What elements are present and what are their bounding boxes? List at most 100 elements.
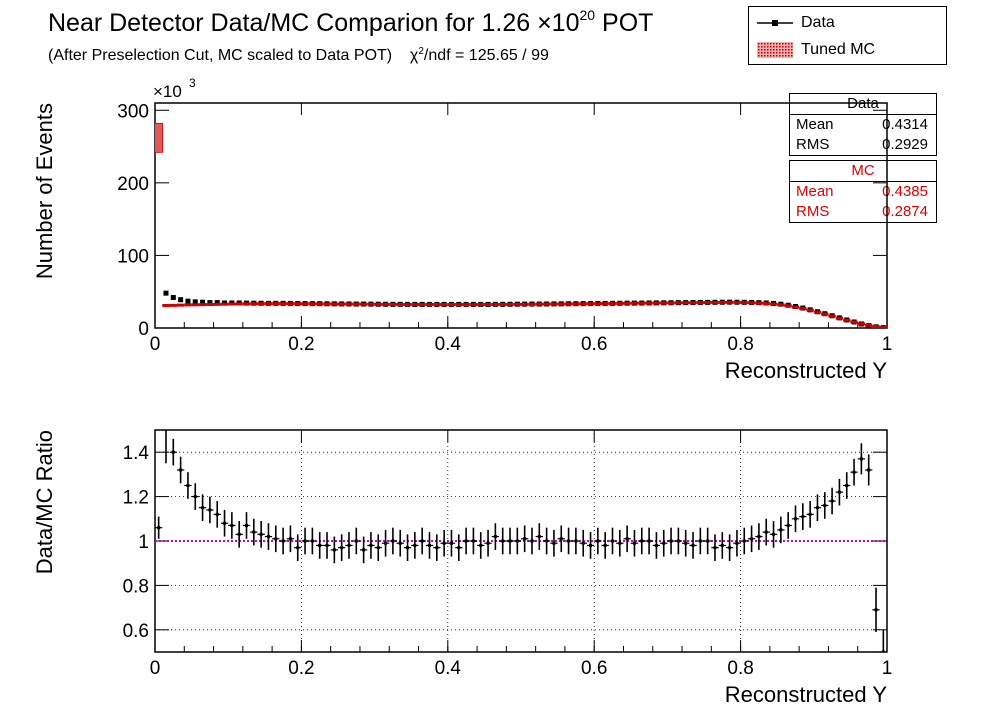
mc-point (550, 302, 558, 306)
mc-point (784, 304, 792, 308)
title-exponent: 20 (579, 7, 596, 23)
data-point (815, 506, 819, 510)
data-point (310, 539, 314, 543)
mc-point (418, 303, 426, 307)
y-tick-label: 1.2 (123, 488, 149, 509)
top-plot: 0 0.2 0.4 0.6 0.8 1 0 100 200 300 Reconstructed Y N… (32, 76, 892, 383)
stats-mc-rms-label: RMS (796, 203, 830, 220)
mc-point (755, 301, 763, 305)
mc-point (616, 301, 624, 305)
data-point (881, 650, 885, 652)
y-axis-label: Data/MC Ratio (32, 430, 57, 574)
mc-point (213, 302, 221, 306)
mc-point (813, 310, 822, 314)
mc-point (206, 302, 214, 306)
mc-point (301, 302, 309, 306)
stats-data-mean-label: Mean (796, 116, 834, 133)
data-point (435, 546, 439, 550)
mc-point (594, 302, 602, 306)
data-point (376, 546, 380, 550)
mc-point (572, 302, 580, 306)
data-point (208, 508, 212, 512)
mc-point (447, 303, 456, 307)
mc-point (806, 308, 814, 312)
data-point (823, 503, 827, 507)
x-tick-label: 0.2 (288, 658, 314, 679)
y-multiplier-exponent: 3 (189, 76, 196, 90)
mc-point (228, 302, 236, 306)
mc-point (769, 302, 778, 306)
title-suffix: POT (595, 9, 654, 37)
mc-point (499, 302, 507, 306)
mc-point (198, 303, 207, 307)
mc-point (345, 302, 353, 306)
mc-point (513, 302, 521, 306)
mc-point (725, 300, 734, 304)
data-point (471, 539, 475, 543)
data-point (706, 539, 710, 543)
data-point (442, 541, 446, 545)
data-point (288, 537, 292, 541)
data-point (728, 546, 732, 550)
data-point (207, 300, 213, 306)
chart-title: Near Detector Data/MC Comparion for 1.26… (48, 7, 654, 41)
data-point (384, 541, 388, 545)
mc-point (821, 312, 829, 316)
mc-point (660, 301, 668, 305)
plot-frame (154, 102, 888, 329)
data-point (647, 539, 651, 543)
data-point (157, 526, 161, 530)
mc-point (455, 303, 463, 307)
legend-entry-data: Data (749, 10, 946, 36)
mc-point (674, 301, 683, 305)
x-tick-label: 0.6 (581, 334, 607, 355)
mc-point (711, 300, 719, 304)
legend: Data Tuned MC (748, 6, 947, 65)
data-point (589, 543, 593, 547)
y-axis-label: Number of Events (32, 103, 57, 279)
data-point (413, 543, 417, 547)
data-point (574, 539, 578, 543)
mc-point (264, 302, 273, 306)
mc-point (323, 302, 331, 306)
mc-point (799, 307, 807, 311)
mc-point (579, 302, 587, 306)
data-point (406, 546, 410, 550)
mc-point (169, 303, 177, 307)
mc-point (440, 303, 448, 307)
mc-point (777, 303, 785, 307)
mc-point (865, 323, 873, 327)
data-point (237, 532, 241, 536)
stats-mc-mean-value: 0.4385 (882, 183, 928, 200)
series-data (156, 129, 886, 328)
data-point (501, 539, 505, 543)
mc-point (257, 302, 265, 306)
mc-point (308, 302, 317, 306)
mc-point (294, 302, 302, 306)
mc-point (843, 318, 851, 322)
mc-point (381, 302, 390, 306)
x-tick-label: 0.8 (727, 658, 753, 679)
mc-point (704, 301, 712, 305)
mc-point (411, 303, 419, 307)
data-point (303, 539, 307, 543)
subtitle-cut-text: (After Preselection Cut, MC scaled to Da… (48, 47, 393, 64)
y-tick-label: 0 (138, 319, 149, 340)
mc-point (272, 302, 280, 306)
data-point (186, 484, 190, 487)
x-tick-label: 1 (882, 334, 893, 355)
data-point (603, 543, 607, 547)
y-tick-label: 200 (117, 174, 149, 195)
stats-data-rms-row: RMS 0.2929 (790, 135, 936, 155)
mc-point (689, 301, 697, 305)
mc-point (667, 301, 675, 305)
data-point (654, 543, 658, 547)
x-tick-label: 0 (150, 658, 161, 679)
x-tick-label: 1 (882, 658, 893, 679)
data-point (757, 535, 761, 539)
data-point (786, 523, 790, 527)
stats-data-mean-row: Mean 0.4314 (790, 115, 936, 135)
data-point (252, 530, 256, 534)
mc-point (250, 302, 258, 306)
mc-point (403, 303, 412, 307)
